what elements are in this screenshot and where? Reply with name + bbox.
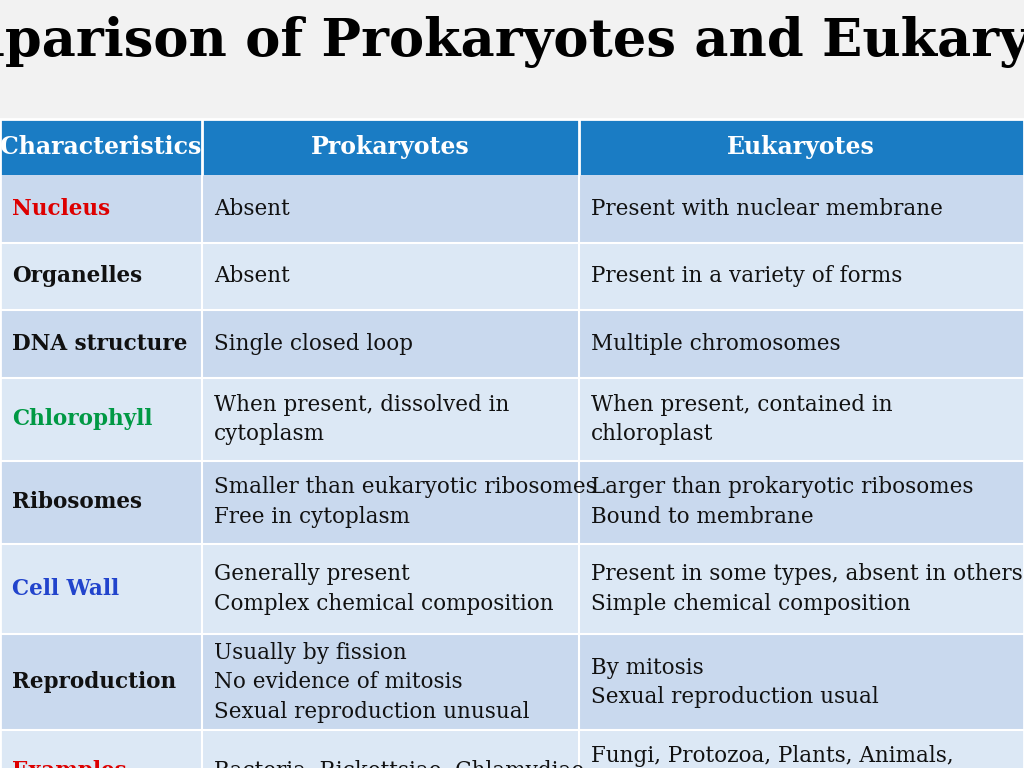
Bar (579, 119, 1024, 175)
Bar (579, 461, 1024, 544)
Text: DNA structure: DNA structure (12, 333, 187, 355)
Text: Present with nuclear membrane: Present with nuclear membrane (591, 198, 943, 220)
Bar (579, 175, 1024, 243)
Text: Cell Wall: Cell Wall (12, 578, 120, 600)
Text: Nucleus: Nucleus (12, 198, 111, 220)
Bar (202, 175, 579, 243)
Text: When present, contained in
chloroplast: When present, contained in chloroplast (591, 393, 893, 445)
Text: Ribosomes: Ribosomes (12, 492, 142, 513)
Bar (579, 378, 1024, 461)
Text: Characteristics: Characteristics (0, 135, 202, 159)
Bar (202, 243, 579, 310)
Bar (202, 634, 579, 730)
Bar (0, 119, 202, 175)
Bar (202, 730, 579, 768)
Text: When present, dissolved in
cytoplasm: When present, dissolved in cytoplasm (214, 393, 509, 445)
Text: By mitosis
Sexual reproduction usual: By mitosis Sexual reproduction usual (591, 657, 879, 708)
Bar (579, 310, 1024, 378)
Bar (579, 243, 1024, 310)
Bar (0, 634, 202, 730)
Bar (0, 378, 202, 461)
Bar (0, 310, 202, 378)
Text: Larger than prokaryotic ribosomes
Bound to membrane: Larger than prokaryotic ribosomes Bound … (591, 476, 974, 528)
Text: Chlorophyll: Chlorophyll (12, 409, 153, 430)
Text: Fungi, Protozoa, Plants, Animals,
Humans etc: Fungi, Protozoa, Plants, Animals, Humans… (591, 745, 953, 768)
Bar (0, 544, 202, 634)
Text: Organelles: Organelles (12, 266, 142, 287)
Text: Generally present
Complex chemical composition: Generally present Complex chemical compo… (214, 563, 554, 615)
Text: Usually by fission
No evidence of mitosis
Sexual reproduction unusual: Usually by fission No evidence of mitosi… (214, 642, 529, 723)
Text: Bacteria, Rickettsiae, Chlamydiae: Bacteria, Rickettsiae, Chlamydiae (214, 760, 584, 768)
Bar (202, 310, 579, 378)
Bar (0, 730, 202, 768)
Text: Prokaryotes: Prokaryotes (310, 135, 470, 159)
Bar (0, 175, 202, 243)
Text: Multiple chromosomes: Multiple chromosomes (591, 333, 841, 355)
Text: Present in some types, absent in others
Simple chemical composition: Present in some types, absent in others … (591, 563, 1023, 615)
Text: Present in a variety of forms: Present in a variety of forms (591, 266, 902, 287)
Bar (202, 544, 579, 634)
Text: Smaller than eukaryotic ribosomes
Free in cytoplasm: Smaller than eukaryotic ribosomes Free i… (214, 476, 597, 528)
Bar (202, 119, 579, 175)
Bar (0, 461, 202, 544)
Bar (579, 730, 1024, 768)
Text: Absent: Absent (214, 266, 290, 287)
Bar (202, 378, 579, 461)
Text: Absent: Absent (214, 198, 290, 220)
Bar (579, 544, 1024, 634)
Text: Examples: Examples (12, 760, 127, 768)
Text: Single closed loop: Single closed loop (214, 333, 413, 355)
Text: Comparison of Prokaryotes and Eukaryotes: Comparison of Prokaryotes and Eukaryotes (0, 16, 1024, 68)
Text: Eukaryotes: Eukaryotes (727, 135, 876, 159)
Bar (202, 461, 579, 544)
Bar (579, 634, 1024, 730)
Text: Reproduction: Reproduction (12, 671, 176, 694)
Bar (0, 243, 202, 310)
